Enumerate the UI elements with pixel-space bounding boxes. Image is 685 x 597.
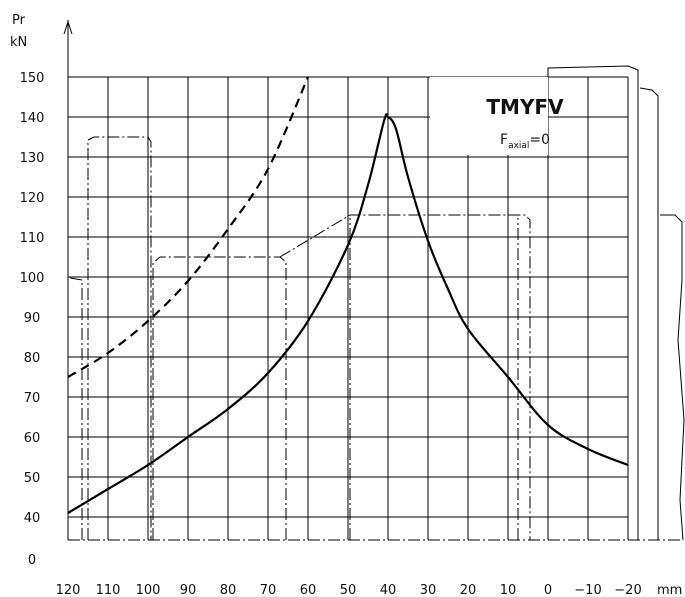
x-tick-label: 40 [380, 583, 397, 597]
series-line-1 [67, 76, 310, 378]
chart-title: TMYFV [486, 95, 564, 119]
y-axis-label-line1: Pr [12, 13, 26, 28]
x-tick-labels: 120 110 100 90 80 70 60 50 40 30 20 10 0 −10 −20 [56, 583, 642, 597]
x-tick-label: 10 [500, 583, 517, 597]
x-tick-label: 0 [544, 583, 552, 597]
right-housing-outline [547, 65, 685, 541]
left-bearing-inner [69, 277, 83, 540]
center-bearing-outline [152, 256, 287, 540]
x-tick-label: −10 [574, 583, 601, 597]
y-tick-label: 150 [20, 71, 45, 86]
y-tick-label: 80 [24, 351, 41, 366]
series-layer [67, 76, 629, 514]
y-tick-labels: 0 40 50 60 70 80 90 100 110 120 130 140 150 [20, 71, 45, 568]
y-tick-label: 130 [20, 151, 45, 166]
y-tick-label: 90 [24, 311, 41, 326]
y-tick-label: 120 [20, 191, 45, 206]
y-tick-label: 0 [28, 553, 36, 568]
y-tick-label: 50 [24, 471, 41, 486]
x-tick-label: 100 [136, 583, 161, 597]
y-axis-arrow [63, 20, 73, 35]
title-box: TMYFV Faxial=0 [430, 77, 564, 155]
x-tick-label: 20 [460, 583, 477, 597]
x-tick-label: 70 [260, 583, 277, 597]
x-tick-label: 80 [220, 583, 237, 597]
y-tick-label: 110 [20, 231, 45, 246]
y-tick-label: 140 [20, 111, 45, 126]
axes: Pr kN mm [10, 13, 682, 597]
center-bearing-slope [279, 214, 531, 540]
x-tick-label: 110 [96, 583, 121, 597]
x-tick-label: 50 [340, 583, 357, 597]
series-line-0 [67, 113, 629, 514]
x-tick-label: 120 [56, 583, 81, 597]
x-tick-label: 60 [300, 583, 317, 597]
x-tick-label: −20 [614, 583, 641, 597]
y-tick-label: 60 [24, 431, 41, 446]
x-axis-label: mm [657, 583, 682, 597]
y-tick-label: 40 [24, 511, 41, 526]
y-tick-label: 70 [24, 391, 41, 406]
bearing-outline-decoration [68, 65, 685, 541]
right-bearing-outline [349, 218, 519, 540]
x-tick-label: 30 [420, 583, 437, 597]
x-tick-label: 90 [180, 583, 197, 597]
chart-subtitle: Faxial=0 [500, 132, 550, 151]
y-tick-label: 100 [20, 271, 45, 286]
y-axis-label-line2: kN [10, 35, 27, 50]
